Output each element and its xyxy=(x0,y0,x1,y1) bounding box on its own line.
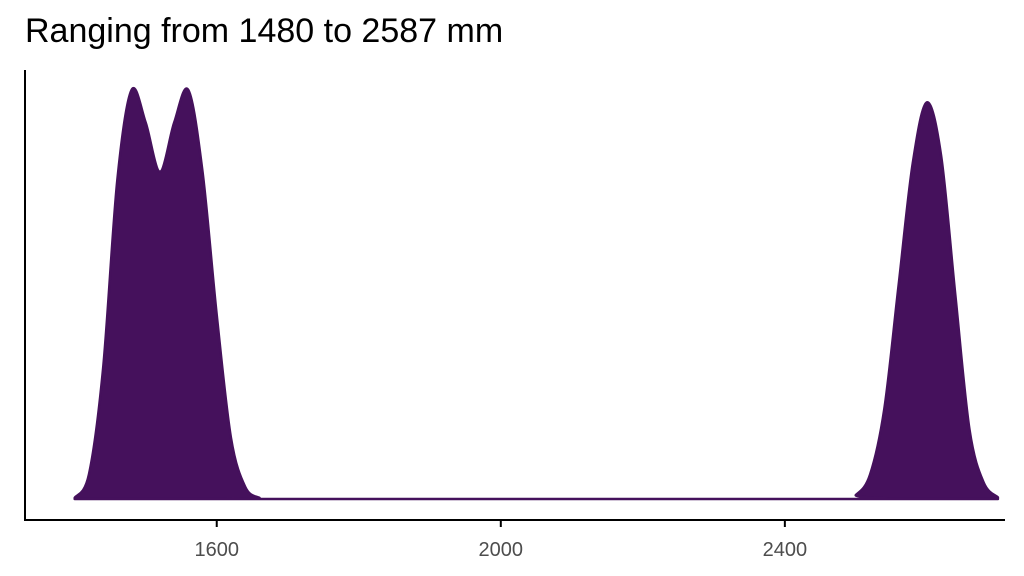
chart-title: Ranging from 1480 to 2587 mm xyxy=(25,12,504,50)
axes: 1600 2000 2400 xyxy=(24,70,1005,561)
plot-area xyxy=(73,86,1000,501)
density-area xyxy=(73,86,1000,501)
x-tick-label: 2400 xyxy=(763,539,808,561)
x-tick-label: 1600 xyxy=(194,539,239,561)
x-tick-label: 2000 xyxy=(479,539,524,561)
